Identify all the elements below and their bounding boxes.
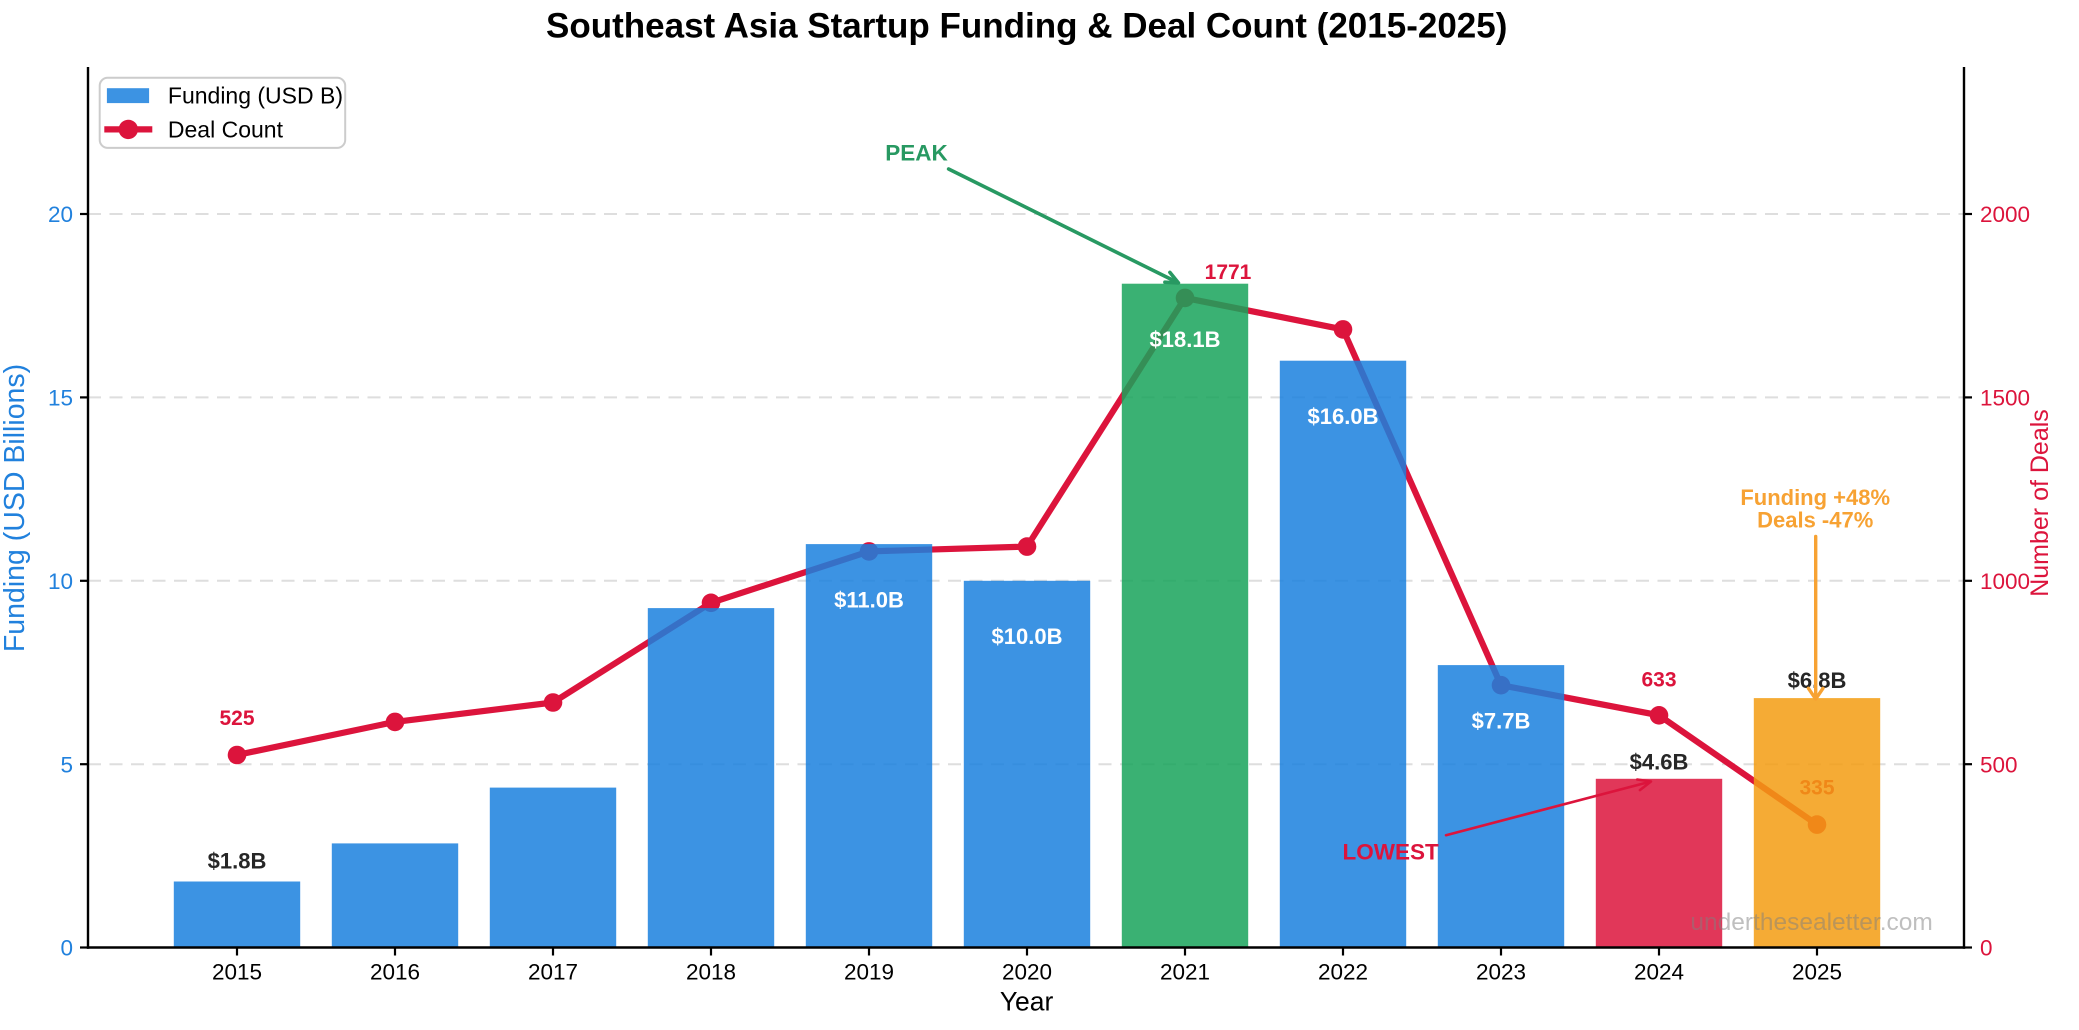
svg-text:2015: 2015 <box>212 960 262 985</box>
svg-text:Funding +48%: Funding +48% <box>1740 485 1890 510</box>
svg-text:Funding (USD B): Funding (USD B) <box>168 83 343 109</box>
svg-text:2016: 2016 <box>370 960 420 985</box>
svg-text:$11.0B: $11.0B <box>834 587 904 612</box>
svg-text:Southeast Asia Startup Funding: Southeast Asia Startup Funding & Deal Co… <box>546 7 1507 46</box>
svg-text:2023: 2023 <box>1476 960 1526 985</box>
svg-text:1771: 1771 <box>1205 261 1252 284</box>
svg-text:LOWEST: LOWEST <box>1342 840 1438 865</box>
svg-text:Funding (USD Billions): Funding (USD Billions) <box>0 364 31 652</box>
svg-text:2018: 2018 <box>686 960 736 985</box>
svg-text:Number of Deals: Number of Deals <box>2026 409 2054 597</box>
svg-text:2017: 2017 <box>528 960 578 985</box>
svg-text:$4.6B: $4.6B <box>1630 749 1689 774</box>
svg-text:1000: 1000 <box>1980 569 2030 594</box>
svg-text:15: 15 <box>48 386 73 411</box>
svg-text:0: 0 <box>60 936 73 961</box>
svg-text:10: 10 <box>48 569 73 594</box>
svg-text:underthesealetter.com: underthesealetter.com <box>1690 909 1932 936</box>
svg-text:$7.7B: $7.7B <box>1472 708 1531 733</box>
svg-text:Year: Year <box>1000 986 1054 1016</box>
svg-text:20: 20 <box>48 202 73 227</box>
svg-text:$1.8B: $1.8B <box>208 848 267 873</box>
svg-text:Deal Count: Deal Count <box>168 116 284 142</box>
svg-text:1500: 1500 <box>1980 386 2030 411</box>
svg-text:Deals -47%: Deals -47% <box>1757 508 1873 533</box>
svg-text:PEAK: PEAK <box>885 141 948 166</box>
svg-text:2020: 2020 <box>1002 960 1052 985</box>
svg-text:2022: 2022 <box>1318 960 1368 985</box>
svg-text:633: 633 <box>1641 669 1676 692</box>
svg-text:$10.0B: $10.0B <box>992 624 1063 649</box>
svg-text:2025: 2025 <box>1792 960 1842 985</box>
svg-text:525: 525 <box>219 707 254 730</box>
svg-text:0: 0 <box>1980 936 1993 961</box>
svg-text:5: 5 <box>60 752 73 777</box>
svg-text:$16.0B: $16.0B <box>1308 404 1379 429</box>
svg-text:2019: 2019 <box>844 960 894 985</box>
svg-text:2021: 2021 <box>1160 960 1210 985</box>
svg-text:2024: 2024 <box>1634 960 1684 985</box>
svg-text:500: 500 <box>1980 752 2018 777</box>
svg-text:2000: 2000 <box>1980 202 2030 227</box>
svg-text:$18.1B: $18.1B <box>1150 327 1221 352</box>
